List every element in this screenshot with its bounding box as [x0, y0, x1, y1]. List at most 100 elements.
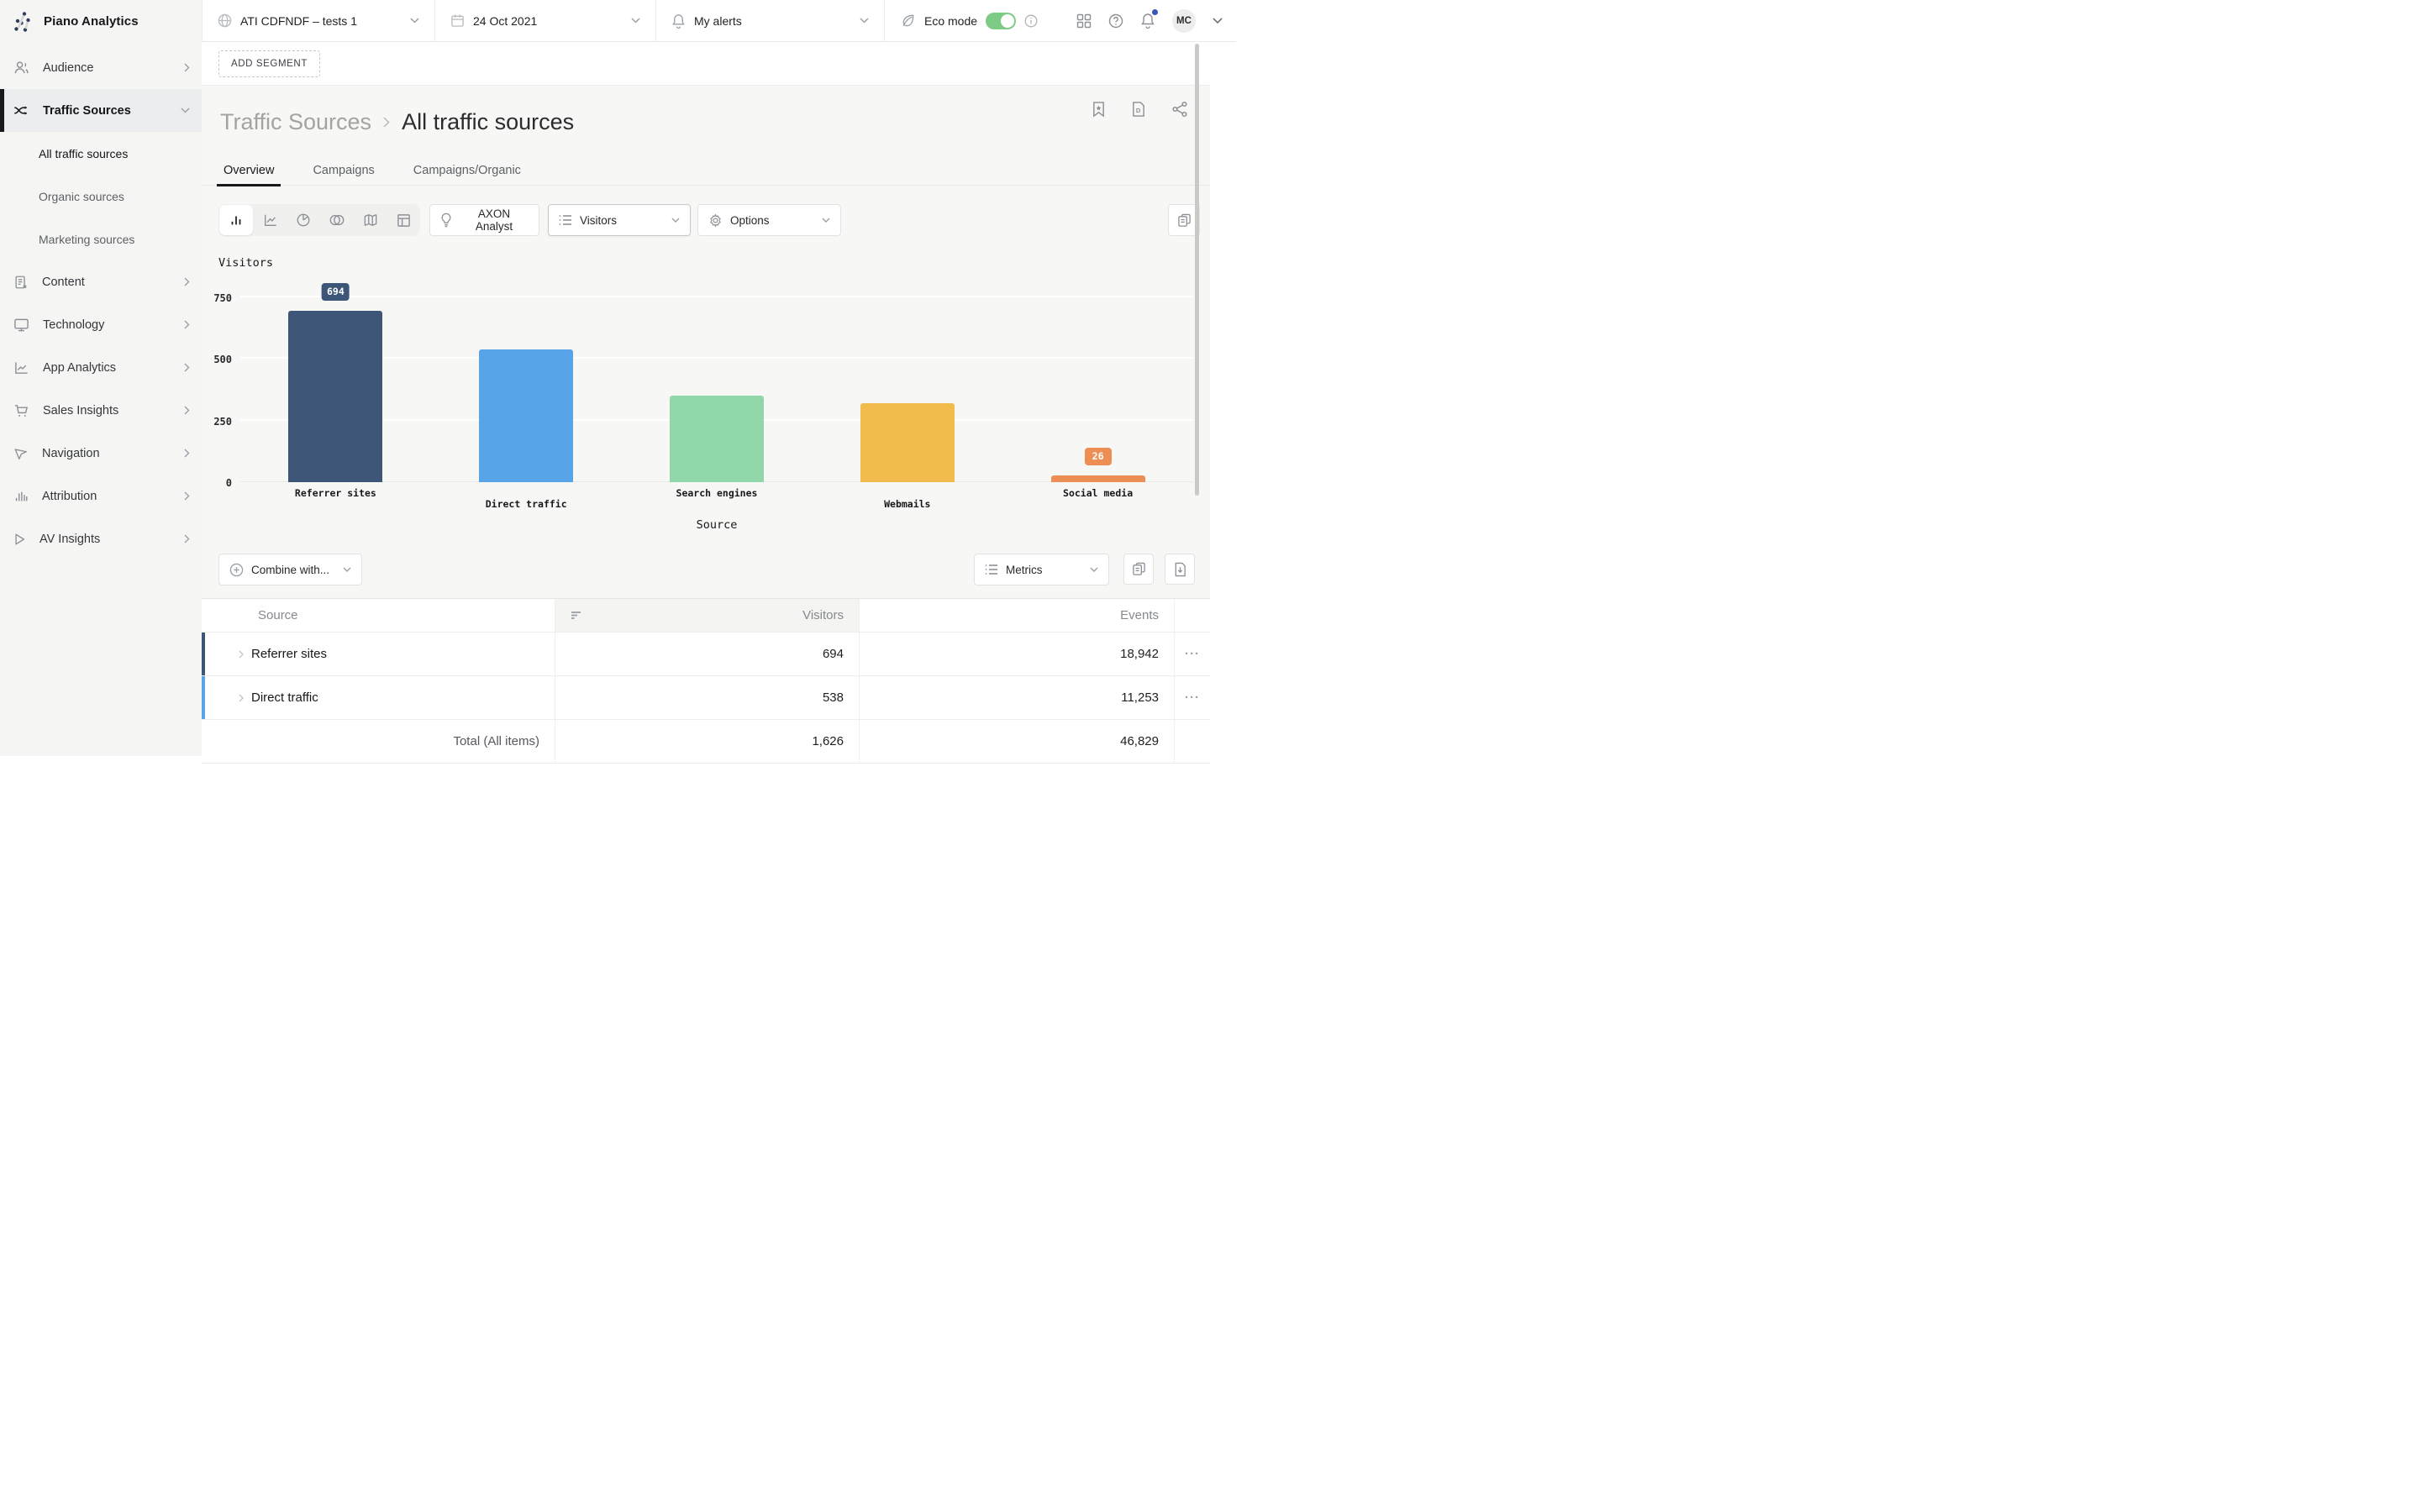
sidebar-item-sales-insights[interactable]: Sales Insights	[0, 389, 202, 432]
bar-slot-webmails	[812, 286, 1002, 482]
bar[interactable]	[1050, 475, 1145, 482]
sidebar-item-app-analytics[interactable]: App Analytics	[0, 346, 202, 389]
row-accent	[202, 676, 205, 719]
sidebar-item-av-insights[interactable]: AV Insights	[0, 517, 202, 560]
tab-campaigns-organic[interactable]: Campaigns/Organic	[413, 163, 521, 177]
bar-chart-icon[interactable]	[219, 205, 253, 235]
plus-circle-icon	[229, 563, 244, 577]
x-axis-labels: Referrer sites Direct traffic Search eng…	[240, 487, 1193, 510]
user-menu-chevron-icon[interactable]	[1213, 17, 1223, 24]
notification-dot	[1152, 9, 1158, 15]
sidebar-subitem-marketing-sources[interactable]: Marketing sources	[39, 232, 135, 246]
sidebar-item-traffic-sources[interactable]: Traffic Sources	[0, 89, 202, 132]
alerts-selector[interactable]: My alerts	[655, 0, 884, 42]
total-events-cell: 46,829	[860, 720, 1175, 763]
sidebar-item-technology[interactable]: Technology	[0, 303, 202, 346]
svg-text:D: D	[1136, 107, 1141, 114]
line-chart-icon	[13, 360, 29, 375]
avatar[interactable]: MC	[1172, 8, 1196, 33]
add-segment-button[interactable]: ADD SEGMENT	[218, 50, 320, 77]
export-download-button[interactable]	[1165, 554, 1195, 585]
bar[interactable]	[669, 396, 764, 482]
chevron-down-icon	[410, 18, 419, 24]
expand-chevron-icon[interactable]	[239, 694, 244, 702]
sidebar-item-content[interactable]: Content	[0, 260, 202, 303]
tab-overview[interactable]: Overview	[216, 155, 281, 186]
brand: Piano Analytics	[0, 0, 202, 42]
sidebar-item-navigation[interactable]: Navigation	[0, 432, 202, 475]
metric-selector-value: Visitors	[580, 213, 618, 227]
date-selector[interactable]: 24 Oct 2021	[434, 0, 655, 42]
sidebar-item-audience[interactable]: Audience	[0, 46, 202, 89]
workspace-selector[interactable]: ATI CDFNDF – tests 1	[202, 0, 434, 42]
row-visitors-cell: 694	[555, 633, 860, 675]
table-header-row: Source Visitors Events	[202, 599, 1210, 633]
cart-icon	[13, 403, 29, 418]
bar-chart: 750 500 250 0 694	[213, 283, 1193, 489]
row-menu-button[interactable]: ···	[1185, 690, 1200, 705]
bookmark-star-icon[interactable]	[1092, 101, 1106, 118]
venn-icon[interactable]	[320, 204, 354, 236]
table-layout-icon[interactable]	[387, 204, 420, 236]
sidebar-subitem-all-traffic-sources[interactable]: All traffic sources	[39, 146, 129, 160]
bar-category-label: Direct traffic	[485, 498, 567, 510]
copy-chart-button[interactable]	[1168, 204, 1200, 236]
map-icon[interactable]	[354, 204, 387, 236]
combine-with-label: Combine with...	[251, 563, 330, 576]
chevron-right-icon	[184, 491, 190, 501]
main-area: ADD SEGMENT Traffic Sources All traffic …	[202, 42, 1210, 764]
data-table: Source Visitors Events	[202, 598, 1210, 764]
axon-analyst-button[interactable]: AXON Analyst	[429, 204, 539, 236]
pie-chart-icon[interactable]	[287, 204, 320, 236]
share-icon[interactable]	[1171, 101, 1188, 118]
tab-bar: Overview Campaigns Campaigns/Organic	[202, 155, 1210, 186]
column-header-events[interactable]: Events	[860, 599, 1175, 632]
options-label: Options	[730, 213, 770, 227]
bar-slot-search-engines	[622, 286, 813, 482]
row-menu-button[interactable]: ···	[1185, 647, 1200, 661]
column-header-visitors[interactable]: Visitors	[555, 599, 860, 632]
bar-columns-icon	[13, 489, 29, 504]
breadcrumb-section[interactable]: Traffic Sources	[220, 109, 372, 134]
line-chart-icon[interactable]	[254, 204, 287, 236]
bell-icon	[671, 13, 686, 29]
metric-selector-dropdown[interactable]: Visitors	[548, 204, 691, 236]
eco-mode-toggle[interactable]	[986, 12, 1017, 29]
bar[interactable]	[479, 349, 574, 482]
help-icon[interactable]	[1108, 13, 1123, 29]
page-scrollbar[interactable]	[1195, 44, 1199, 496]
copy-table-button[interactable]	[1123, 554, 1154, 585]
bar-value-badge: 694	[322, 283, 350, 301]
audience-icon	[13, 60, 29, 76]
y-tick: 250	[213, 416, 232, 428]
combine-with-dropdown[interactable]: Combine with...	[218, 554, 362, 585]
row-source-cell[interactable]: Referrer sites	[202, 633, 555, 675]
viz-toolbar: AXON Analyst Visitors	[202, 204, 1210, 236]
row-accent	[202, 633, 205, 675]
sidebar-subitem-organic-sources[interactable]: Organic sources	[39, 189, 124, 203]
column-header-source[interactable]: Source	[202, 599, 555, 632]
notifications-bell-icon[interactable]	[1140, 9, 1158, 29]
info-icon[interactable]	[1024, 14, 1038, 28]
chevron-down-icon	[860, 18, 869, 24]
row-visitors-cell: 538	[555, 676, 860, 719]
bar-slot-social-media: 26	[1002, 286, 1193, 482]
chevron-right-icon	[383, 117, 390, 128]
row-source-cell[interactable]: Direct traffic	[202, 676, 555, 719]
chevron-right-icon	[184, 63, 190, 72]
report-doc-icon[interactable]: D	[1131, 101, 1146, 118]
sidebar-item-attribution[interactable]: Attribution	[0, 475, 202, 517]
bar[interactable]	[860, 403, 955, 482]
chevron-down-icon	[822, 218, 830, 223]
cursor-icon	[13, 446, 29, 461]
metrics-dropdown[interactable]: Metrics	[974, 554, 1109, 585]
tab-campaigns[interactable]: Campaigns	[313, 163, 375, 177]
table-row[interactable]: Direct traffic 538 11,253 ···	[202, 676, 1210, 720]
workspace-name: ATI CDFNDF – tests 1	[240, 13, 357, 28]
bar[interactable]	[288, 311, 383, 482]
expand-chevron-icon[interactable]	[239, 650, 244, 659]
options-dropdown[interactable]: Options	[697, 204, 841, 236]
apps-grid-icon[interactable]	[1076, 13, 1092, 29]
table-total-row: Total (All items) 1,626 46,829	[202, 720, 1210, 764]
table-row[interactable]: Referrer sites 694 18,942 ···	[202, 633, 1210, 676]
